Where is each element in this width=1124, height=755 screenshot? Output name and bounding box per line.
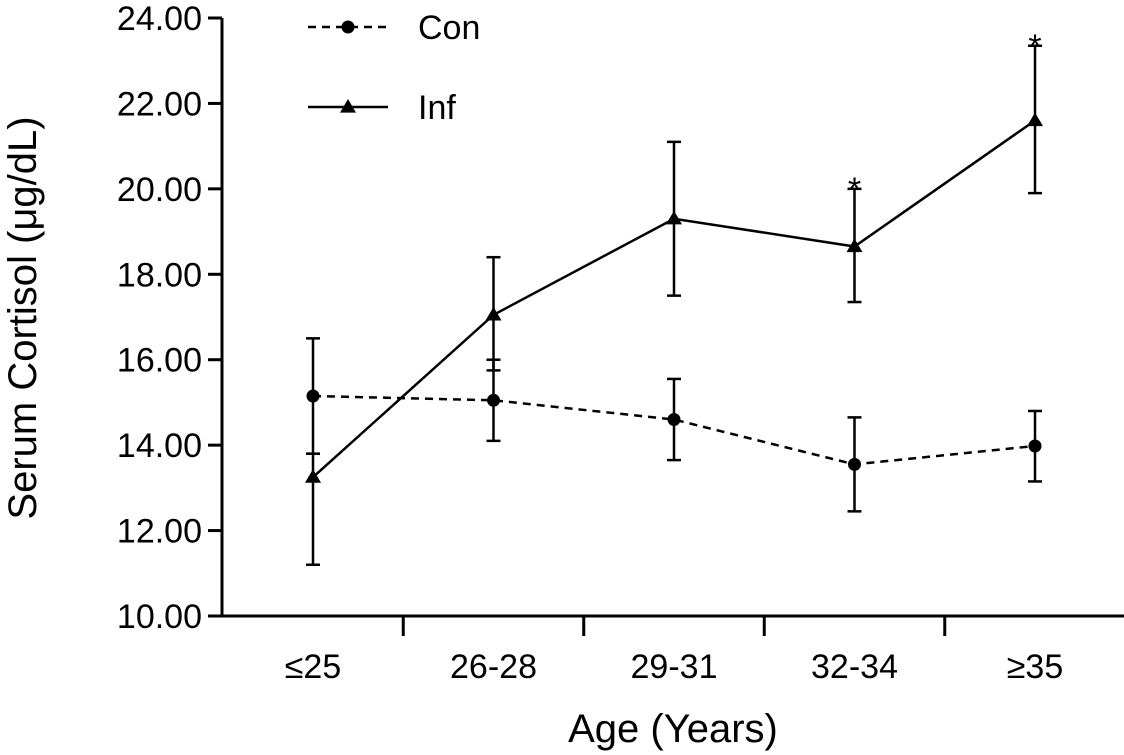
legend-marker-con <box>341 20 355 34</box>
data-point-con <box>1028 439 1042 453</box>
annotations-group: ** <box>848 28 1042 209</box>
axes-group <box>220 18 1124 618</box>
x-tick-label: 26-28 <box>450 648 537 686</box>
y-tick-label: 24.00 <box>117 0 202 38</box>
legend-marker-inf <box>340 99 356 113</box>
y-tick-label: 12.00 <box>117 513 202 551</box>
data-point-con <box>306 389 320 403</box>
x-tick-label: 32-34 <box>811 648 898 686</box>
legend: Con Inf <box>308 9 480 127</box>
series-line-con <box>312 394 1036 466</box>
legend-label-con: Con <box>418 9 480 47</box>
y-tick-label: 10.00 <box>117 598 202 636</box>
y-tick-label: 16.00 <box>117 342 202 380</box>
x-tick-label: ≤25 <box>285 648 341 686</box>
legend-label-inf: Inf <box>418 89 456 127</box>
series-con <box>306 337 1042 513</box>
data-point-inf <box>666 210 682 225</box>
x-axis-title: Age (Years) <box>568 707 778 751</box>
significance-marker: * <box>848 171 861 209</box>
x-tick-label: 29-31 <box>631 648 718 686</box>
y-tick-label: 20.00 <box>117 171 202 209</box>
data-point-con <box>487 393 500 407</box>
y-tick-label: 18.00 <box>117 256 202 294</box>
series-layer <box>305 44 1043 566</box>
data-point-inf <box>1027 112 1043 127</box>
data-point-inf <box>846 238 863 253</box>
y-tick-label: 22.00 <box>117 85 202 123</box>
significance-marker: * <box>1028 28 1041 66</box>
data-point-con <box>667 413 681 427</box>
series-inf <box>305 44 1043 566</box>
y-axis-title: Serum Cortisol (μg/dL) <box>1 116 45 519</box>
x-tick-label: ≥35 <box>1007 648 1063 686</box>
data-point-inf <box>485 306 502 321</box>
x-ticks-group: ≤25 26-28 29-31 32-34 ≥35 <box>285 616 1063 686</box>
y-tick-label: 14.00 <box>117 427 202 465</box>
data-point-inf <box>305 469 321 483</box>
y-ticks-group: 10.00 12.00 14.00 16.00 18.00 20.00 22.00 24.00 <box>117 0 222 636</box>
data-point-con <box>848 457 861 471</box>
